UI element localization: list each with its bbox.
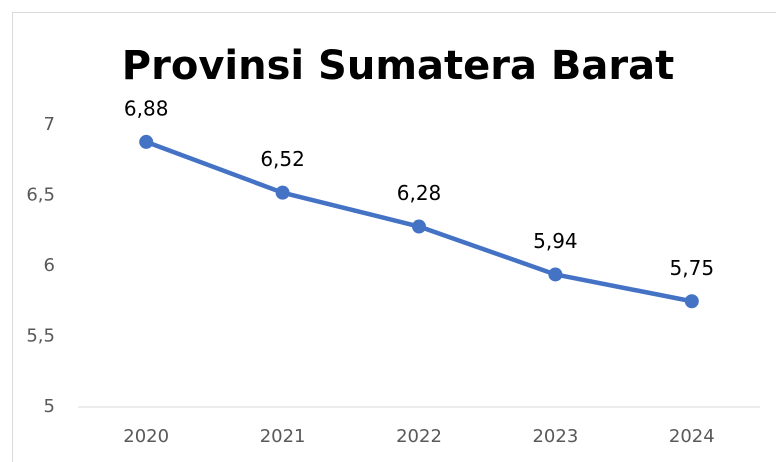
chart-title: Provinsi Sumatera Barat [122, 43, 674, 89]
data-label: 6,28 [397, 181, 442, 205]
y-tick-label: 6,5 [26, 185, 55, 206]
x-tick-label: 2022 [396, 426, 442, 447]
data-label: 5,75 [670, 256, 715, 280]
marker [275, 185, 290, 200]
y-tick-label: 7 [44, 114, 55, 135]
marker [684, 294, 699, 309]
y-tick-label: 5,5 [26, 326, 55, 347]
x-tick-label: 2024 [669, 426, 715, 447]
y-tick-label: 5 [44, 396, 55, 417]
data-label: 5,94 [533, 229, 578, 253]
x-tick-label: 2020 [123, 426, 169, 447]
data-label: 6,52 [260, 147, 305, 171]
marker [412, 219, 426, 234]
chart-border [12, 12, 776, 462]
x-tick-label: 2023 [532, 426, 578, 447]
marker [139, 134, 154, 149]
data-label: 6,88 [124, 96, 169, 120]
x-tick-label: 2021 [260, 426, 306, 447]
y-tick-label: 6 [44, 255, 55, 276]
marker [548, 267, 563, 282]
